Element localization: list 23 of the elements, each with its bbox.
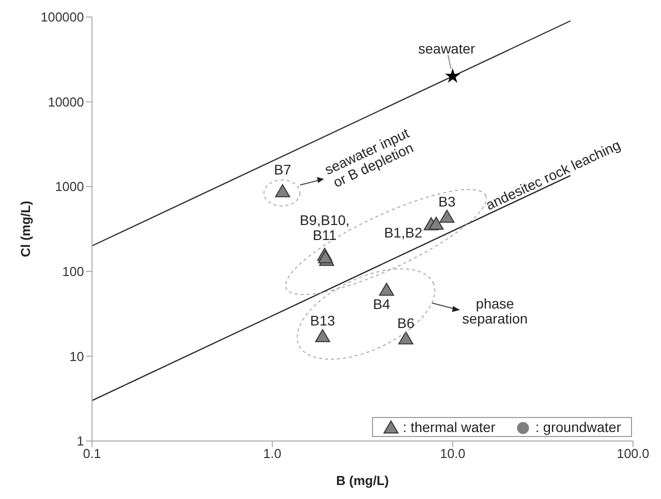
- legend-label: : thermal water: [402, 419, 496, 435]
- y-axis-title: Cl (mg/L): [18, 200, 33, 258]
- x-tick-label: 0.1: [82, 446, 102, 462]
- y-tick-label: 1000: [55, 179, 84, 194]
- x-tick-label: 1.0: [263, 446, 282, 462]
- y-tick-label: 10: [70, 348, 84, 364]
- legend-label: : groundwater: [535, 419, 621, 435]
- annotation: B13: [310, 312, 336, 329]
- x-tick-label: 10.0: [440, 446, 466, 462]
- x-tick-label: 100.0: [616, 446, 650, 462]
- y-tick-label: 100: [62, 264, 84, 280]
- annotation: B6: [397, 314, 415, 331]
- x-axis-title: B (mg/L): [336, 473, 389, 488]
- y-tick-label: 100000: [40, 10, 84, 25]
- y-tick-label: 10000: [48, 94, 84, 110]
- annotation: B9,B10, B11: [300, 212, 350, 243]
- annotation: B3: [438, 193, 456, 210]
- annotation: seawater: [418, 40, 476, 56]
- annotation: B7: [274, 162, 292, 178]
- annotation: B1,B2: [384, 224, 422, 241]
- y-tick-label: 1: [76, 434, 84, 449]
- annotation: B4: [373, 296, 390, 312]
- annotation: phase separation: [462, 296, 528, 326]
